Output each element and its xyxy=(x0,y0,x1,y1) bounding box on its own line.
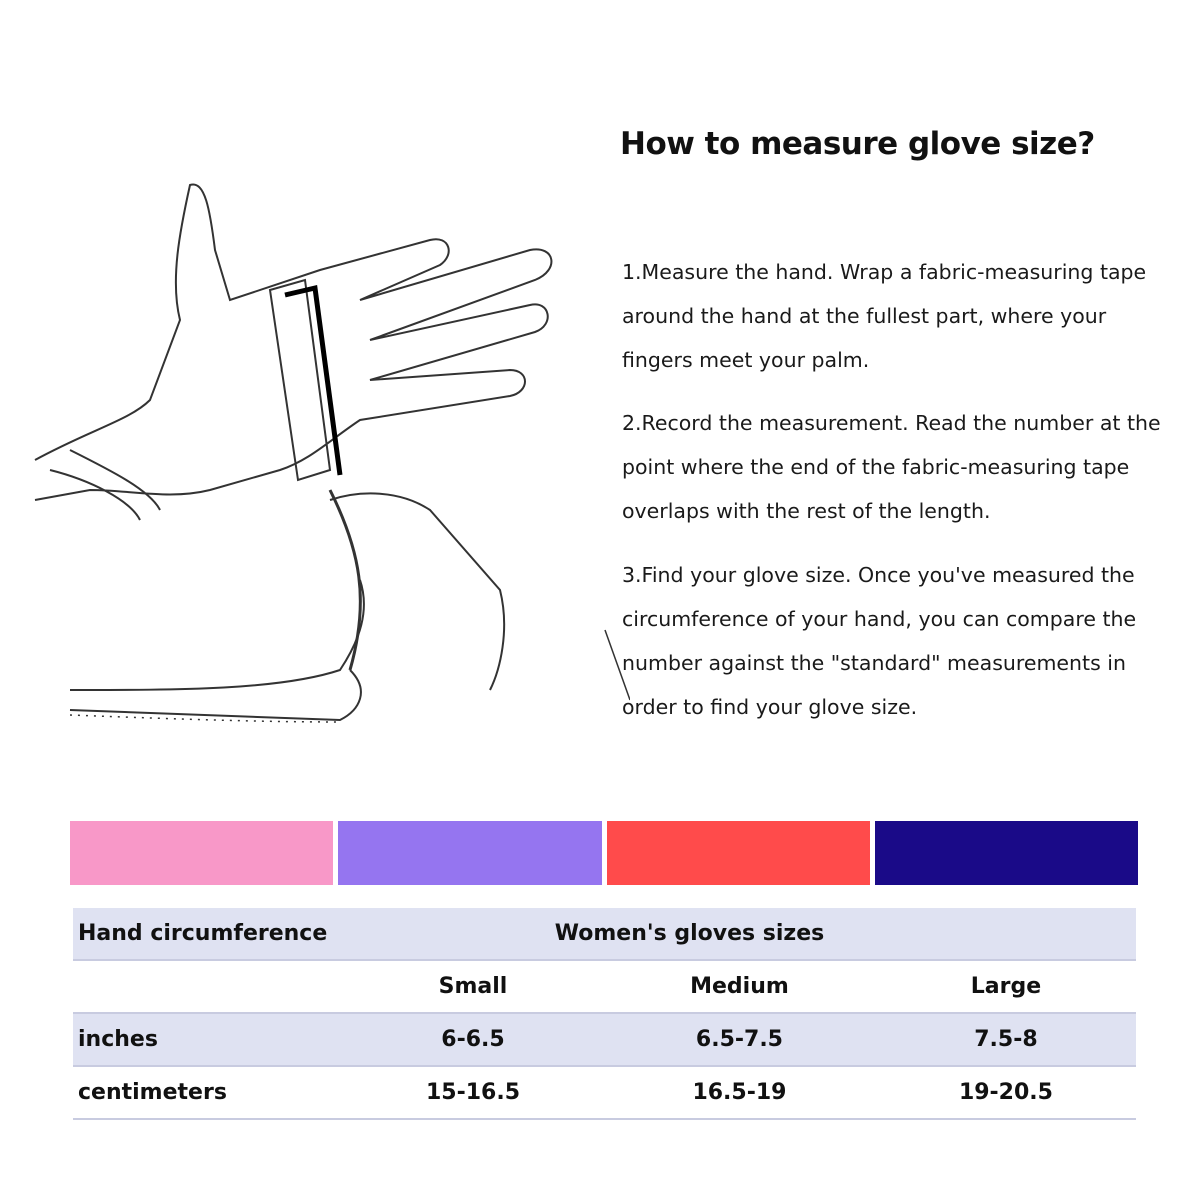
row-label: centimeters xyxy=(73,1066,343,1120)
header-womens-sizes: Women's gloves sizes xyxy=(343,908,1136,961)
swatch-red xyxy=(606,821,870,885)
size-medium: Medium xyxy=(603,960,876,1014)
cell: 7.5-8 xyxy=(875,1013,1136,1067)
table-header-row: Hand circumference Women's gloves sizes xyxy=(73,908,1136,961)
hand-measuring-illustration xyxy=(34,183,630,723)
table-row: inches 6-6.5 6.5-7.5 7.5-8 xyxy=(73,1013,1136,1067)
swatch-pink xyxy=(70,821,334,885)
measuring-tape-vertical xyxy=(268,278,332,482)
step-3: 3.Find your glove size. Once you've meas… xyxy=(622,563,1137,719)
pointer-line xyxy=(604,629,630,701)
left-hand-outline xyxy=(34,183,553,501)
size-table: Hand circumference Women's gloves sizes … xyxy=(73,908,1136,1120)
page-title: How to measure glove size? xyxy=(620,126,1095,162)
empty-cell xyxy=(73,960,343,1014)
step-2: 2.Record the measurement. Read the numbe… xyxy=(622,411,1161,523)
cell: 19-20.5 xyxy=(875,1066,1136,1120)
step-1: 1.Measure the hand. Wrap a fabric-measur… xyxy=(622,260,1147,372)
size-large: Large xyxy=(875,960,1136,1014)
size-small: Small xyxy=(343,960,603,1014)
cell: 16.5-19 xyxy=(603,1066,876,1120)
cell: 6-6.5 xyxy=(343,1013,603,1067)
table-row: centimeters 15-16.5 16.5-19 19-20.5 xyxy=(73,1066,1136,1120)
cell: 6.5-7.5 xyxy=(603,1013,876,1067)
table-sizes-row: Small Medium Large xyxy=(73,960,1136,1014)
right-hand-outline xyxy=(69,492,506,722)
tape-curve xyxy=(328,489,362,671)
swatch-navy xyxy=(874,821,1138,885)
swatch-purple xyxy=(338,821,602,885)
row-label: inches xyxy=(73,1013,343,1067)
color-swatches xyxy=(70,821,1138,885)
tape-edge xyxy=(284,284,343,476)
sleeve-cuff xyxy=(49,449,161,521)
cell: 15-16.5 xyxy=(343,1066,603,1120)
header-hand-circumference: Hand circumference xyxy=(73,908,343,961)
